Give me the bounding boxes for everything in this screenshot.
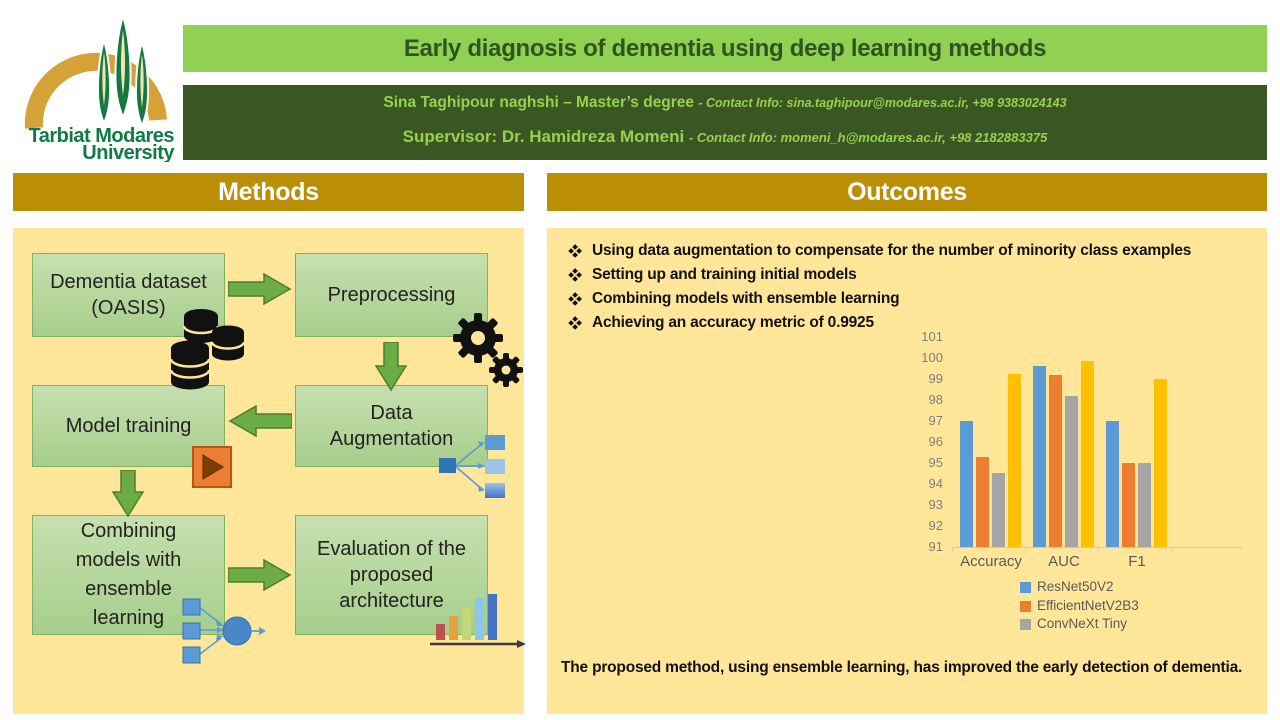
x-axis-line (952, 547, 1242, 548)
legend-label: EfficientNetV2B3 (1037, 597, 1139, 613)
augmentation-icon (439, 435, 505, 498)
arrow-left-icon (228, 404, 292, 438)
database-icon (170, 309, 246, 390)
author-contact: - Contact Info: sina.taghipour@modares.a… (698, 96, 1067, 110)
arrow-down-icon (374, 342, 408, 392)
flow-box-data-augmentation: Data Augmentation (295, 385, 488, 467)
bar (1138, 463, 1151, 547)
y-tick-label: 101 (921, 329, 943, 344)
logo-text-line2: University (82, 142, 175, 162)
bar (976, 457, 989, 547)
bullet-text: Setting up and training initial models (592, 266, 857, 283)
flow-box-preprocessing: Preprocessing (295, 253, 488, 337)
bar (1008, 374, 1021, 547)
bar (1065, 396, 1078, 547)
authors-band: Sina Taghipour naghshi – Master’s degree… (183, 85, 1267, 160)
outcomes-panel: Using data augmentation to compensate fo… (547, 228, 1267, 714)
outcomes-header-label: Outcomes (847, 177, 967, 206)
logo-cypress-trees (96, 12, 150, 129)
outcomes-bullet-list: Using data augmentation to compensate fo… (568, 242, 1251, 338)
category-label: Accuracy (960, 553, 1022, 570)
flow-box-evaluation: Evaluation of the proposed architecture (295, 515, 488, 635)
legend-swatch (1020, 600, 1031, 612)
flow-box-label: Combining models with ensemble learning (75, 520, 182, 629)
y-tick-label: 96 (928, 434, 943, 449)
methods-header-label: Methods (218, 177, 319, 206)
poster-title: Early diagnosis of dementia using deep l… (403, 34, 1047, 62)
poster-title-bar: Early diagnosis of dementia using deep l… (183, 25, 1267, 72)
arrow-right-icon (228, 558, 292, 592)
bullet-text: Combining models with ensemble learning (592, 290, 900, 307)
legend-label: ResNet50V2 (1037, 579, 1114, 594)
bullet-text: Using data augmentation to compensate fo… (592, 242, 1192, 259)
y-tick-label: 98 (928, 392, 943, 407)
y-tick-label: 91 (928, 539, 943, 554)
flow-box-label: Data Augmentation (329, 402, 454, 450)
author-line: Sina Taghipour naghshi – Master’s degree… (183, 94, 1267, 112)
bullet-text: Achieving an accuracy metric of 0.9925 (592, 314, 874, 331)
bullet-item: Achieving an accuracy metric of 0.9925 (568, 314, 1251, 332)
supervisor-line: Supervisor: Dr. Hamidreza Momeni - Conta… (183, 127, 1267, 147)
legend-swatch (1020, 582, 1031, 593)
arrow-down-icon (111, 470, 145, 518)
legend-label: ConvNeXt Tiny (1037, 616, 1128, 631)
methods-section-header: Methods (13, 173, 524, 211)
bullet-item: Setting up and training initial models (568, 266, 1251, 284)
closing-statement: The proposed method, using ensemble lear… (561, 658, 1243, 676)
bullet-item: Combining models with ensemble learning (568, 290, 1251, 308)
author-name: Sina Taghipour naghshi – Master’s degree (383, 94, 699, 111)
y-tick-label: 97 (928, 413, 943, 428)
flow-box-label: Evaluation of the proposed architecture (317, 538, 466, 612)
university-logo: Tarbiat Modares University (24, 12, 176, 162)
flow-box-label: Model training (65, 415, 192, 437)
bar (1049, 375, 1062, 547)
gears-icon (453, 313, 523, 387)
y-tick-label: 93 (928, 497, 943, 512)
methods-panel: Dementia dataset (OASIS) Preprocessing M… (13, 228, 526, 714)
y-tick-label: 94 (928, 476, 943, 491)
bar (1122, 463, 1135, 547)
bar (992, 473, 1005, 547)
category-label: F1 (1128, 553, 1146, 570)
axis-tick (1098, 547, 1099, 551)
logo-arch (24, 52, 167, 129)
bar (1106, 421, 1119, 547)
bullet-item: Using data augmentation to compensate fo… (568, 242, 1251, 260)
flow-box-label: Dementia dataset (OASIS) (50, 271, 207, 319)
results-bar-chart: 91 92 93 94 95 96 97 98 99 100 101 Accuracy AUC F1 Res… (547, 228, 1267, 714)
y-tick-label: 99 (928, 371, 943, 386)
legend-swatch (1020, 619, 1031, 630)
bar (1081, 361, 1094, 547)
axis-tick (1025, 547, 1026, 551)
category-label: AUC (1048, 553, 1080, 570)
play-icon (192, 446, 232, 488)
ensemble-icon (182, 598, 266, 664)
flow-box-label: Preprocessing (327, 284, 456, 306)
y-tick-label: 92 (928, 518, 943, 533)
axis-tick (1171, 547, 1172, 551)
flow-box-model-training: Model training (32, 385, 225, 467)
y-tick-label: 100 (921, 350, 943, 365)
arrow-right-icon (228, 272, 292, 306)
outcomes-section-header: Outcomes (547, 173, 1267, 211)
logo-text-line1: Tarbiat Modares (29, 125, 175, 147)
barchart-icon (430, 594, 526, 648)
bar (960, 421, 973, 547)
y-tick-label: 95 (928, 455, 943, 470)
supervisor-contact: - Contact Info: momeni_h@modares.ac.ir, … (688, 130, 1048, 145)
supervisor-name: Supervisor: Dr. Hamidreza Momeni (402, 127, 689, 146)
axis-tick (952, 547, 953, 551)
bar (1033, 366, 1046, 547)
bar (1154, 379, 1167, 547)
